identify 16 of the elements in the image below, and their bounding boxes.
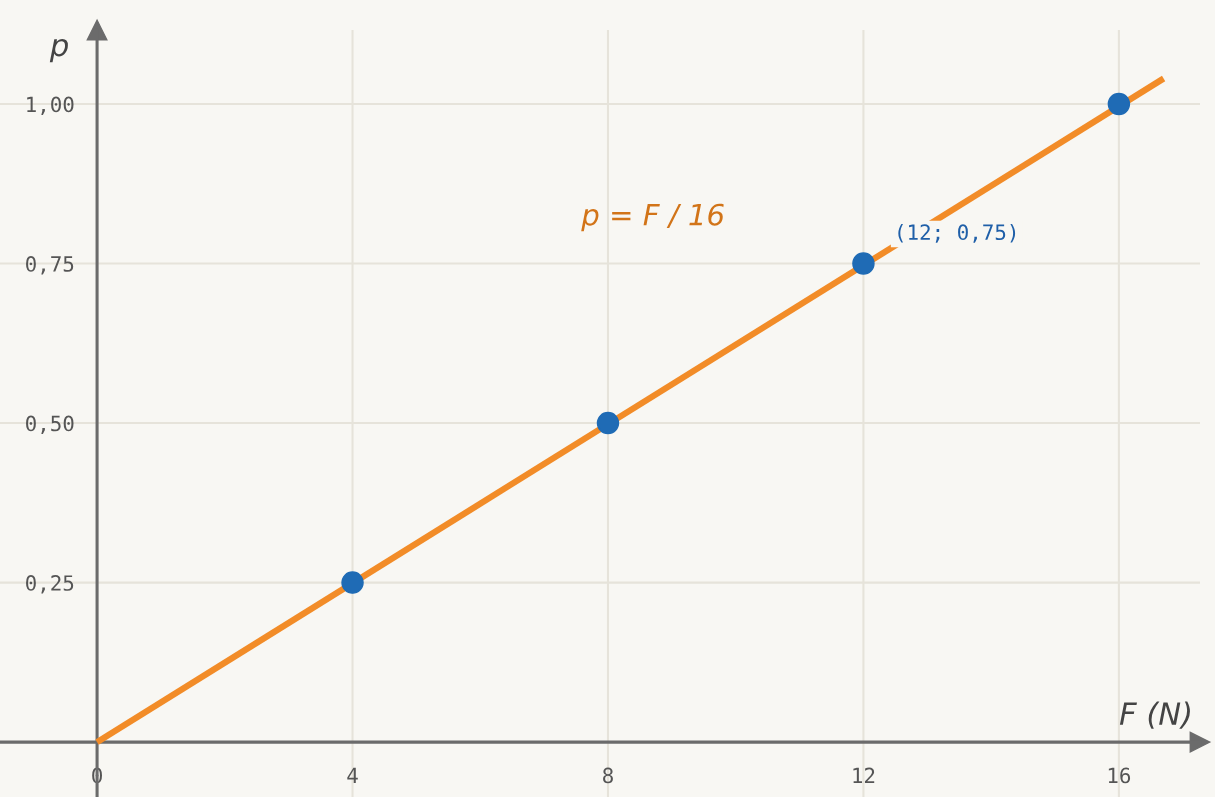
x-tick-label: 4 xyxy=(347,767,358,784)
point xyxy=(1107,92,1131,116)
y-axis-title: p xyxy=(49,38,68,63)
point xyxy=(596,411,620,435)
x-tick-label: 16 xyxy=(1108,767,1131,784)
y-tick-label: 1,00 xyxy=(27,96,74,115)
x-tick-label: 8 xyxy=(603,767,613,784)
x-tick-label: 12 xyxy=(853,767,875,784)
y-tick-label: 0,25 xyxy=(26,575,74,594)
x-axis-title: F (N) xyxy=(1119,701,1190,729)
point xyxy=(852,252,875,275)
y-tick-label: 0,50 xyxy=(26,415,74,434)
point xyxy=(341,571,364,594)
text: p = F / 16 xyxy=(581,203,724,232)
y-tick-label: 0,75 xyxy=(26,256,74,275)
annotation: (12; 0,75) xyxy=(898,223,1016,243)
